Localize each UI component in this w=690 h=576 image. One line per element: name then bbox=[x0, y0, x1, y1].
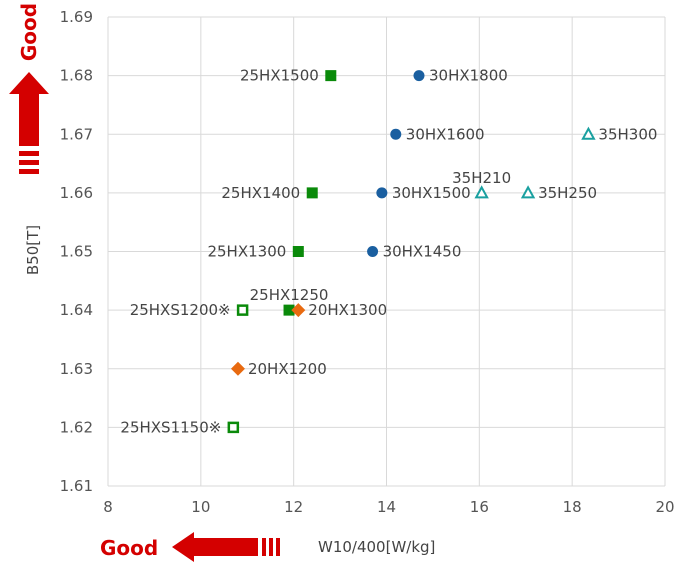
y-tick-label: 1.68 bbox=[60, 67, 93, 85]
data-label: 25HX1400 bbox=[221, 184, 300, 202]
tick-labels: 8 10 12 14 16 18 20 1.61 1.62 1.63 1.64 1.65 1.66 1.6… bbox=[60, 8, 675, 516]
x-tick-label: 16 bbox=[470, 498, 489, 516]
data-point bbox=[306, 187, 318, 199]
x-axis-label: W10/400[W/kg] bbox=[318, 538, 435, 556]
data-label: 30HX1800 bbox=[429, 67, 508, 85]
data-point bbox=[230, 361, 245, 376]
data-label: 35H250 bbox=[538, 184, 597, 202]
data-label: 25HXS1200※ bbox=[130, 301, 231, 319]
data-label: 20HX1300 bbox=[308, 301, 387, 319]
data-label: 20HX1200 bbox=[248, 360, 327, 378]
data-points: 25HX1500 25HX1400 25HX1300 25HX1250 25HXS120… bbox=[120, 67, 657, 437]
up-arrow-stripe bbox=[19, 160, 39, 165]
data-label: 30HX1450 bbox=[383, 243, 462, 261]
y-tick-label: 1.65 bbox=[60, 243, 93, 261]
x-tick-label: 18 bbox=[563, 498, 582, 516]
y-tick-label: 1.64 bbox=[60, 301, 93, 319]
y-tick-label: 1.67 bbox=[60, 125, 93, 143]
left-arrow-icon bbox=[172, 532, 258, 562]
data-point bbox=[413, 70, 425, 82]
data-point bbox=[474, 185, 489, 199]
left-arrow-stripe bbox=[262, 538, 266, 556]
data-point bbox=[292, 246, 304, 257]
up-arrow-icon bbox=[9, 72, 49, 146]
x-tick-label: 12 bbox=[284, 498, 303, 516]
data-point bbox=[283, 304, 295, 316]
good-up-indicator: Good bbox=[9, 3, 49, 174]
y-tick-label: 1.62 bbox=[60, 418, 93, 436]
data-label: 30HX1500 bbox=[392, 184, 471, 202]
left-arrow-stripe bbox=[276, 538, 280, 556]
left-arrow-stripe bbox=[269, 538, 273, 556]
good-x-label: Good bbox=[100, 536, 158, 560]
data-point bbox=[581, 126, 596, 140]
data-label: 35H300 bbox=[598, 125, 657, 143]
data-point bbox=[227, 421, 240, 434]
data-label: 25HX1300 bbox=[207, 243, 286, 261]
x-tick-label: 20 bbox=[655, 498, 674, 516]
data-point bbox=[367, 246, 379, 257]
up-arrow-stripe bbox=[19, 169, 39, 174]
x-tick-label: 14 bbox=[377, 498, 396, 516]
up-arrow-stripe bbox=[19, 151, 39, 156]
data-point bbox=[520, 185, 536, 199]
data-label: 25HX1500 bbox=[240, 67, 319, 85]
x-tick-label: 10 bbox=[191, 498, 210, 516]
data-point bbox=[376, 187, 388, 199]
y-axis-label: B50[T] bbox=[24, 225, 42, 275]
y-tick-label: 1.69 bbox=[60, 8, 93, 26]
data-point bbox=[325, 70, 337, 82]
x-tick-label: 8 bbox=[103, 498, 113, 516]
data-label: 25HXS1150※ bbox=[120, 418, 221, 436]
y-tick-label: 1.63 bbox=[60, 360, 93, 378]
data-point bbox=[236, 304, 249, 316]
data-label: 25HX1250 bbox=[250, 286, 329, 304]
data-label: 30HX1600 bbox=[406, 125, 485, 143]
y-tick-label: 1.61 bbox=[60, 477, 93, 495]
data-point bbox=[291, 303, 306, 318]
good-left-indicator: Good bbox=[100, 532, 280, 562]
good-y-label: Good bbox=[17, 3, 41, 61]
data-label: 35H210 bbox=[452, 169, 511, 187]
y-tick-label: 1.66 bbox=[60, 184, 93, 202]
data-point bbox=[390, 128, 402, 140]
